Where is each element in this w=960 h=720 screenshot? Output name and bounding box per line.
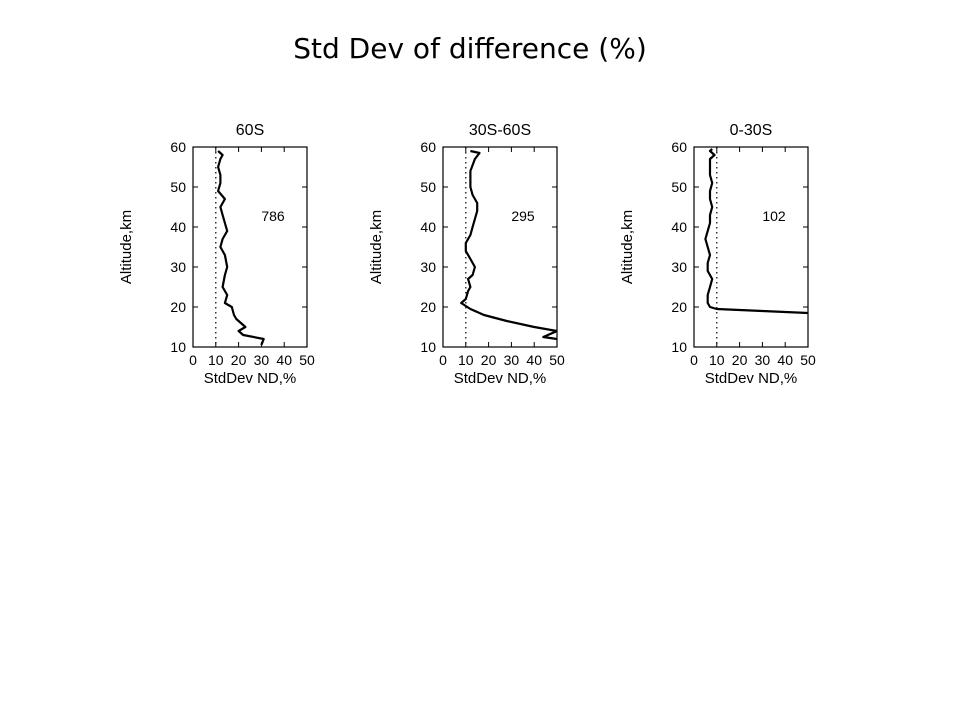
y-tick-label: 20 — [170, 299, 186, 315]
chart-title: 0-30S — [730, 122, 773, 139]
x-tick-label: 10 — [458, 352, 474, 368]
x-tick-label: 20 — [481, 352, 497, 368]
x-tick-label: 20 — [231, 352, 247, 368]
y-axis-label: Altitude,km — [118, 210, 135, 284]
series-line — [704, 148, 808, 315]
y-tick-label: 40 — [671, 219, 687, 235]
x-tick-label: 50 — [800, 352, 816, 368]
x-tick-label: 40 — [526, 352, 542, 368]
y-axis-label: Altitude,km — [368, 210, 385, 284]
y-tick-label: 40 — [170, 219, 186, 235]
y-tick-label: 60 — [671, 139, 687, 155]
slide-title: Std Dev of difference (%) — [293, 32, 647, 65]
y-tick-label: 10 — [170, 339, 186, 355]
series-line — [460, 149, 557, 341]
x-tick-label: 40 — [777, 352, 793, 368]
y-tick-label: 50 — [170, 179, 186, 195]
x-tick-label: 40 — [276, 352, 292, 368]
x-axis-label: StdDev ND,% — [454, 370, 547, 387]
sample-count-label: 102 — [762, 208, 786, 224]
x-tick-label: 30 — [254, 352, 270, 368]
x-tick-label: 20 — [732, 352, 748, 368]
x-tick-label: 10 — [709, 352, 725, 368]
x-axis-label: StdDev ND,% — [204, 370, 297, 387]
y-tick-label: 30 — [671, 259, 687, 275]
x-tick-label: 30 — [755, 352, 771, 368]
y-tick-label: 20 — [420, 299, 436, 315]
x-tick-label: 0 — [439, 352, 447, 368]
y-axis-label: Altitude,km — [619, 210, 636, 284]
x-tick-label: 0 — [189, 352, 197, 368]
y-tick-label: 20 — [671, 299, 687, 315]
x-tick-label: 30 — [504, 352, 520, 368]
x-tick-label: 50 — [299, 352, 315, 368]
y-tick-label: 50 — [671, 179, 687, 195]
y-tick-label: 60 — [420, 139, 436, 155]
plot-frame — [192, 146, 308, 348]
y-tick-label: 50 — [420, 179, 436, 195]
x-tick-label: 10 — [208, 352, 224, 368]
y-tick-label: 30 — [420, 259, 436, 275]
chart-title: 60S — [236, 122, 264, 139]
x-axis-label: StdDev ND,% — [705, 370, 798, 387]
chart-title: 30S-60S — [469, 122, 531, 139]
y-tick-label: 30 — [170, 259, 186, 275]
y-tick-label: 60 — [170, 139, 186, 155]
x-tick-label: 0 — [690, 352, 698, 368]
sample-count-label: 786 — [261, 208, 285, 224]
sample-count-label: 295 — [511, 208, 535, 224]
x-tick-label: 50 — [549, 352, 565, 368]
plot-frame — [693, 146, 809, 348]
y-tick-label: 10 — [420, 339, 436, 355]
y-tick-label: 40 — [420, 219, 436, 235]
plot-frame — [442, 146, 558, 348]
series-line — [217, 150, 265, 346]
y-tick-label: 10 — [671, 339, 687, 355]
